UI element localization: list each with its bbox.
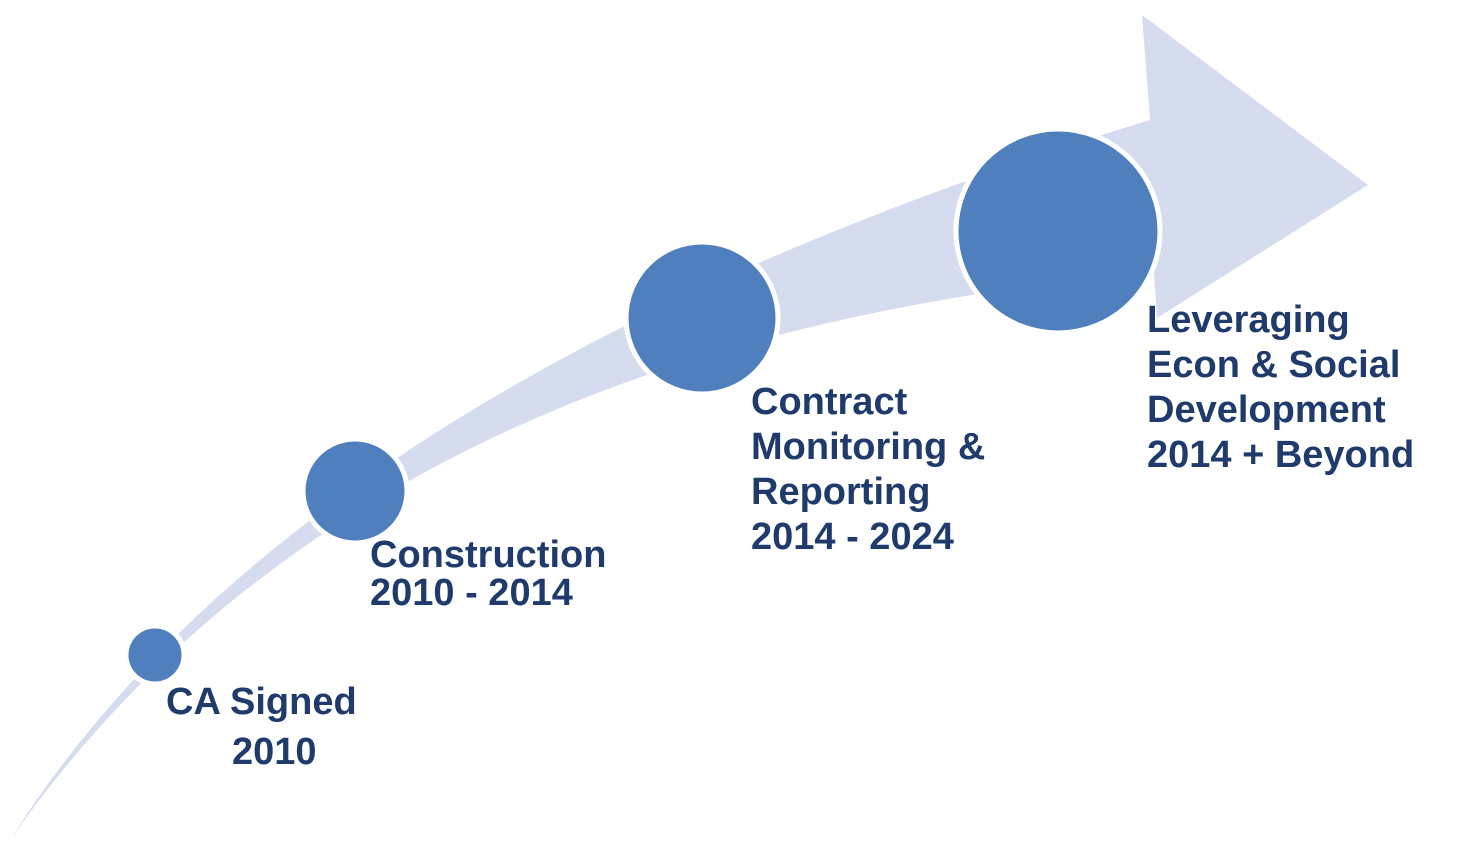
stage-label-ca-signed: CA Signed 2010 bbox=[166, 682, 357, 772]
stage-node-leveraging bbox=[953, 126, 1163, 336]
stage-title-line-1: Leveraging bbox=[1147, 299, 1350, 341]
stage-title-line-1: Contract bbox=[751, 381, 908, 423]
stage-node-contract-monitoring bbox=[623, 239, 781, 397]
stage-title-line-2: Monitoring & bbox=[751, 426, 986, 468]
stage-title-line-3: Reporting bbox=[751, 471, 931, 513]
stage-title: Construction bbox=[370, 534, 607, 576]
stage-node-ca-signed bbox=[123, 623, 187, 687]
stage-years: 2010 bbox=[232, 731, 317, 773]
stage-title: CA Signed bbox=[166, 681, 357, 723]
stage-years: 2014 + Beyond bbox=[1147, 434, 1415, 476]
stage-years: 2010 - 2014 bbox=[370, 572, 573, 614]
stage-label-leveraging: Leveraging Econ & Social Development 201… bbox=[1147, 298, 1414, 478]
stage-node-construction bbox=[300, 436, 410, 546]
stage-label-contract-monitoring: Contract Monitoring & Reporting 2014 - 2… bbox=[751, 380, 985, 560]
stage-years: 2014 - 2024 bbox=[751, 516, 954, 558]
stage-title-line-3: Development bbox=[1147, 389, 1386, 431]
stage-label-construction: Construction 2010 - 2014 bbox=[370, 536, 606, 612]
stage-title-line-2: Econ & Social bbox=[1147, 344, 1401, 386]
